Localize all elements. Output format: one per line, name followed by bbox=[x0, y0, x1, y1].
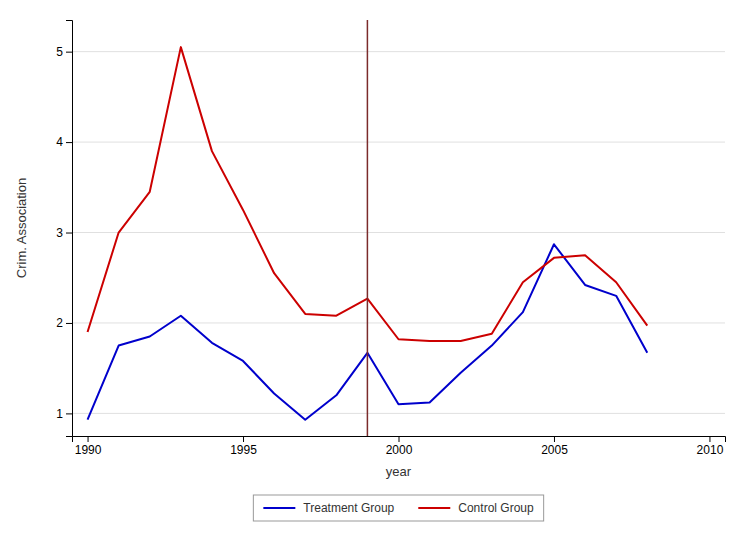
legend-item: Treatment Group bbox=[263, 501, 394, 515]
marks bbox=[88, 20, 648, 436]
tick-label: 2 bbox=[56, 316, 63, 330]
tick-label: 2005 bbox=[541, 443, 568, 457]
grid-line bbox=[72, 232, 725, 233]
tick-mark bbox=[66, 142, 72, 143]
legend-box bbox=[253, 495, 543, 521]
tick-mark bbox=[243, 436, 244, 442]
x-axis: 1990 1995 2000 2005 2010 bbox=[73, 436, 726, 457]
grid-line bbox=[72, 142, 725, 143]
tick-mark bbox=[554, 436, 555, 442]
legend-item: Control Group bbox=[418, 501, 534, 515]
tick: 5 bbox=[56, 45, 72, 59]
legend: Treatment Group Control Group bbox=[253, 495, 543, 521]
legend-swatch bbox=[263, 507, 295, 509]
tick-mark bbox=[399, 436, 400, 442]
y-axis-title: Crim. Association bbox=[14, 178, 29, 278]
tick: 3 bbox=[56, 226, 72, 240]
plot-area: 1990 1995 2000 2005 2010 1 2 3 4 5 year Crim. Assoc… bbox=[14, 20, 726, 521]
tick-label: 1995 bbox=[230, 443, 257, 457]
tick: 2010 bbox=[697, 436, 724, 457]
tick-mark bbox=[709, 436, 710, 442]
y-axis: 1 2 3 4 5 bbox=[56, 21, 72, 437]
tick-label: 5 bbox=[56, 45, 63, 59]
tick-label: 4 bbox=[56, 135, 63, 149]
tick: 2 bbox=[56, 316, 72, 330]
tick: 1995 bbox=[230, 436, 257, 457]
x-axis-title: year bbox=[386, 464, 412, 479]
grid-line bbox=[72, 413, 725, 414]
tick: 1 bbox=[56, 407, 72, 421]
legend-swatch bbox=[418, 507, 450, 509]
tick-label: 2000 bbox=[386, 443, 413, 457]
legend-label: Treatment Group bbox=[303, 501, 394, 515]
tick: 1990 bbox=[75, 436, 102, 457]
tick: 2005 bbox=[541, 436, 568, 457]
tick-label: 1 bbox=[56, 407, 63, 421]
tick-mark bbox=[66, 323, 72, 324]
tick-mark bbox=[66, 233, 72, 234]
tick-label: 1990 bbox=[75, 443, 102, 457]
chart: 1990 1995 2000 2005 2010 1 2 3 4 5 year Crim. Assoc… bbox=[0, 0, 755, 546]
tick-mark bbox=[88, 436, 89, 442]
tick: 2000 bbox=[386, 436, 413, 457]
tick-mark bbox=[66, 52, 72, 53]
tick-label: 2010 bbox=[697, 443, 724, 457]
legend-label: Control Group bbox=[458, 501, 534, 515]
tick-mark bbox=[66, 413, 72, 414]
reference-line bbox=[367, 20, 369, 436]
axis-line bbox=[66, 21, 73, 437]
grid bbox=[72, 52, 725, 414]
tick-label: 3 bbox=[56, 226, 63, 240]
tick: 4 bbox=[56, 135, 72, 149]
grid-line bbox=[72, 51, 725, 52]
axis-line bbox=[73, 437, 726, 443]
